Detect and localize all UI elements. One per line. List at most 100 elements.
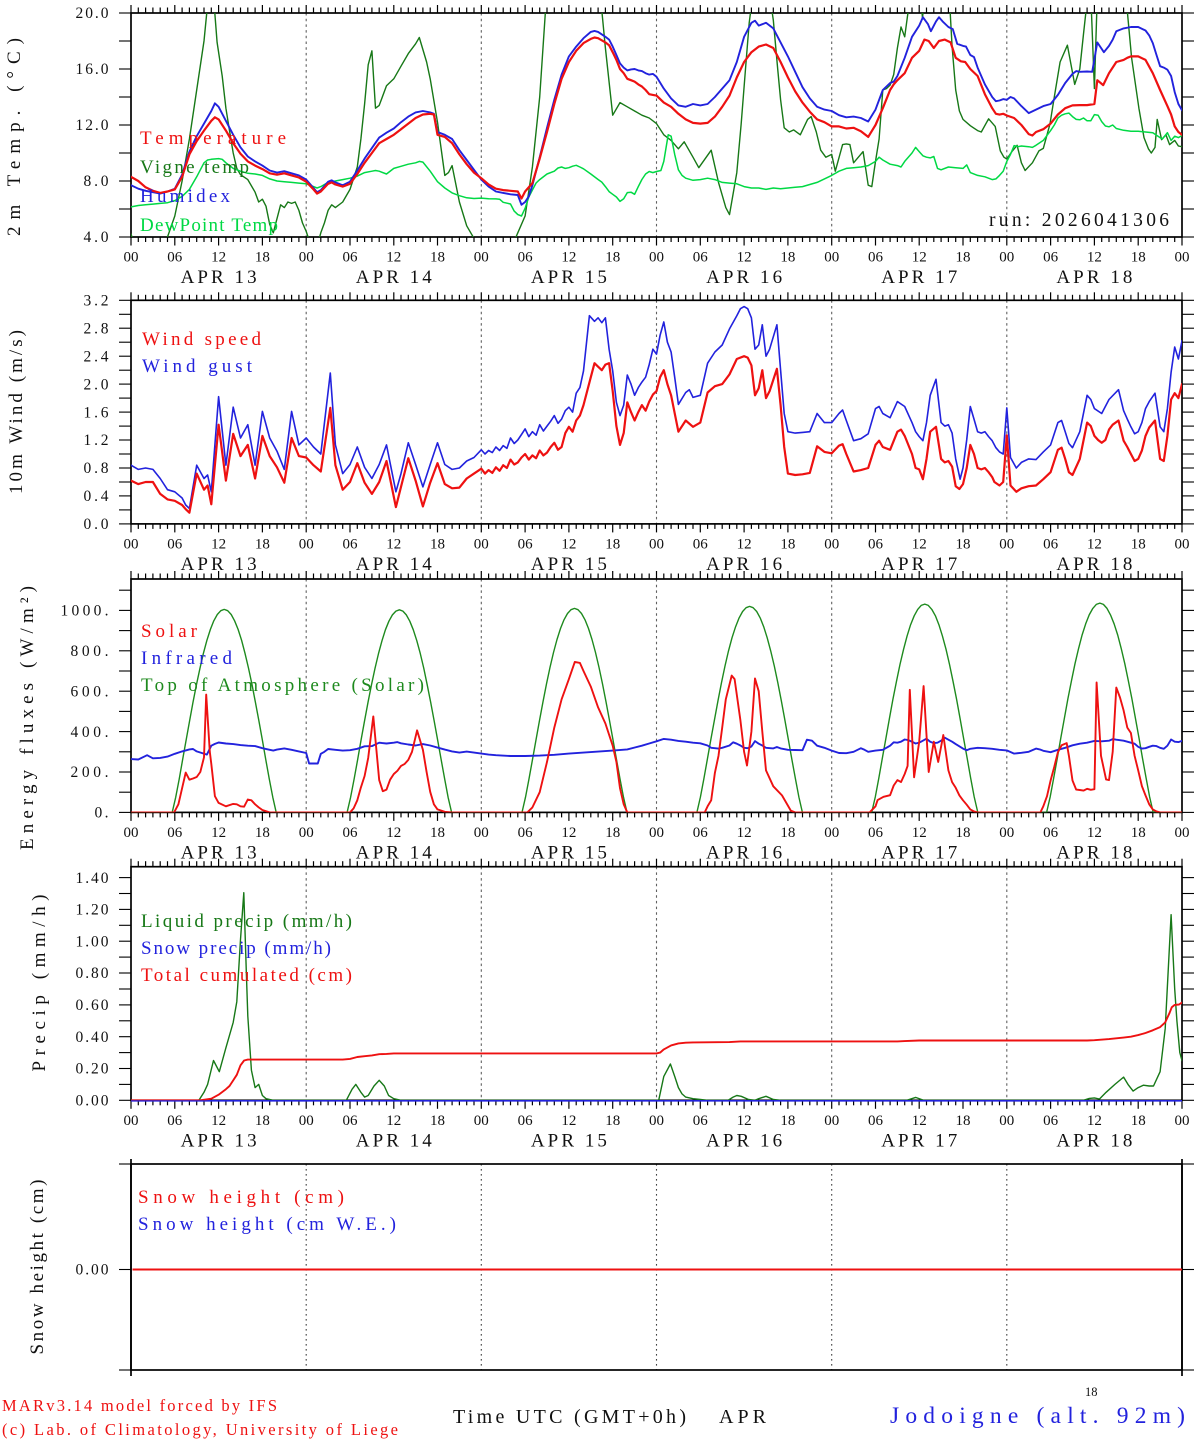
svg-text:18: 18 [430,1113,445,1129]
svg-text:12: 12 [386,1113,401,1129]
svg-text:18: 18 [255,1113,270,1129]
svg-text:0.00: 0.00 [76,1262,109,1279]
svg-text:00: 00 [824,825,839,841]
svg-text:12: 12 [561,250,576,266]
svg-text:06: 06 [1043,250,1059,266]
svg-text:Snow height (cm): Snow height (cm) [138,1187,344,1208]
svg-text:00: 00 [299,1113,314,1129]
svg-text:06: 06 [343,825,359,841]
svg-text:12: 12 [211,825,226,841]
svg-text:12: 12 [1087,825,1102,841]
svg-text:00: 00 [649,536,664,552]
svg-text:APR 16: APR 16 [706,1130,782,1151]
svg-text:12: 12 [1087,536,1102,552]
svg-text:06: 06 [167,536,183,552]
svg-text:12: 12 [561,1113,576,1129]
svg-text:APR 15: APR 15 [531,554,607,575]
svg-text:12: 12 [386,536,401,552]
svg-text:1.40: 1.40 [76,870,109,887]
svg-text:18: 18 [1131,536,1146,552]
svg-text:18: 18 [430,250,445,266]
svg-text:18: 18 [1131,1113,1146,1129]
svg-text:06: 06 [693,536,709,552]
svg-text:06: 06 [693,1113,709,1129]
svg-text:Jodoigne (alt. 92m): Jodoigne (alt. 92m) [890,1403,1185,1429]
svg-text:2.4: 2.4 [84,348,109,365]
svg-text:APR 13: APR 13 [181,267,257,288]
svg-text:18: 18 [956,536,971,552]
svg-text:18: 18 [255,536,270,552]
svg-text:00: 00 [999,1113,1014,1129]
svg-text:00: 00 [299,825,314,841]
svg-text:0.00: 0.00 [76,1093,109,1110]
svg-text:00: 00 [474,1113,489,1129]
svg-text:Time UTC (GMT+0h): Time UTC (GMT+0h) [453,1406,686,1428]
svg-text:00: 00 [124,1113,139,1129]
svg-text:06: 06 [518,825,534,841]
svg-text:MARv3.14 model forced by IFS: MARv3.14 model forced by IFS [2,1396,277,1415]
svg-text:00: 00 [474,825,489,841]
svg-text:20.0: 20.0 [76,5,109,22]
svg-text:06: 06 [868,536,884,552]
svg-text:12.0: 12.0 [76,117,109,134]
svg-text:00: 00 [124,250,139,266]
svg-text:APR 15: APR 15 [531,1130,607,1151]
svg-text:10m Wind (m/s): 10m Wind (m/s) [6,330,27,494]
svg-text:APR 17: APR 17 [881,554,957,575]
svg-text:06: 06 [343,250,359,266]
svg-text:00: 00 [474,536,489,552]
svg-text:APR 15: APR 15 [531,267,607,288]
svg-text:12: 12 [737,250,752,266]
svg-text:06: 06 [1043,825,1059,841]
svg-text:Snow precip (mm/h): Snow precip (mm/h) [141,938,331,959]
svg-text:APR 14: APR 14 [356,554,433,575]
svg-text:12: 12 [912,1113,927,1129]
svg-text:0.: 0. [95,805,109,822]
svg-text:18: 18 [255,825,270,841]
svg-text:18: 18 [780,1113,795,1129]
svg-text:06: 06 [518,250,534,266]
svg-text:00: 00 [124,536,139,552]
svg-text:06: 06 [868,825,884,841]
svg-text:APR 13: APR 13 [181,842,257,863]
svg-text:APR 14: APR 14 [356,842,433,863]
svg-text:APR: APR [719,1406,767,1428]
svg-text:12: 12 [737,825,752,841]
svg-text:0.0: 0.0 [84,516,109,533]
svg-text:12: 12 [912,536,927,552]
svg-text:00: 00 [999,825,1014,841]
svg-text:Total cumulated (cm): Total cumulated (cm) [141,965,352,986]
svg-text:06: 06 [868,1113,884,1129]
svg-text:06: 06 [868,250,884,266]
svg-text:Snow height (cm): Snow height (cm) [27,1180,48,1355]
svg-text:00: 00 [1175,1113,1190,1129]
svg-text:APR 18: APR 18 [1056,1130,1132,1151]
svg-text:12: 12 [737,1113,752,1129]
svg-text:18: 18 [1131,250,1146,266]
svg-text:APR 17: APR 17 [881,267,957,288]
svg-text:8.0: 8.0 [84,173,109,190]
svg-text:0.60: 0.60 [76,997,109,1014]
svg-text:00: 00 [824,536,839,552]
svg-text:00: 00 [299,536,314,552]
svg-text:16.0: 16.0 [76,61,109,78]
svg-text:06: 06 [518,1113,534,1129]
svg-text:APR 16: APR 16 [706,267,782,288]
svg-text:APR 17: APR 17 [881,1130,957,1151]
svg-text:18: 18 [430,825,445,841]
svg-text:18: 18 [605,825,620,841]
svg-text:Solar: Solar [141,621,198,642]
svg-text:00: 00 [299,250,314,266]
svg-text:0.80: 0.80 [76,965,109,982]
svg-text:06: 06 [167,1113,183,1129]
svg-text:06: 06 [1043,1113,1059,1129]
svg-text:1.00: 1.00 [76,933,109,950]
svg-text:12: 12 [386,825,401,841]
svg-text:18: 18 [605,1113,620,1129]
svg-text:18: 18 [780,536,795,552]
svg-text:3.2: 3.2 [84,293,109,310]
svg-text:APR 13: APR 13 [181,554,257,575]
svg-text:4.0: 4.0 [84,229,109,246]
svg-text:06: 06 [167,250,183,266]
svg-text:00: 00 [124,825,139,841]
